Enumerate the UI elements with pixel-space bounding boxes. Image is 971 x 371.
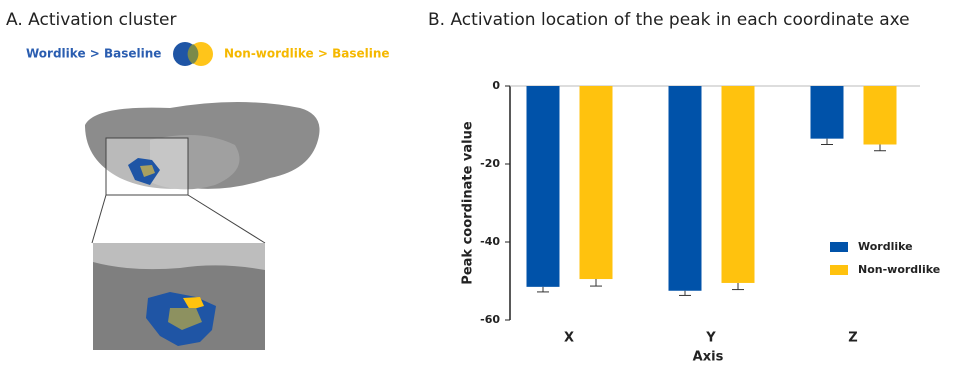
legend-label: Wordlike <box>858 240 913 253</box>
x-tick-label: Y <box>705 331 716 346</box>
y-tick-label: -60 <box>480 313 500 326</box>
bar <box>811 86 844 139</box>
legend-label: Non-wordlike <box>858 263 940 276</box>
bar <box>669 86 702 291</box>
legend-swatch <box>830 242 848 252</box>
figure: A. Activation cluster Wordlike > Baselin… <box>0 0 971 367</box>
legend-label: Non-wordlike > Baseline <box>224 47 390 61</box>
bar <box>580 86 613 279</box>
x-axis-title: Axis <box>693 350 724 365</box>
y-tick-label: -20 <box>480 157 500 170</box>
y-tick-label: -40 <box>480 235 500 248</box>
legend-label: Wordlike > Baseline <box>26 47 161 61</box>
legend-swatch <box>830 265 848 275</box>
bar <box>864 86 897 145</box>
x-tick-label: Z <box>848 331 857 346</box>
bar <box>527 86 560 287</box>
x-tick-label: X <box>564 331 574 346</box>
brain-illustration <box>85 102 320 350</box>
y-tick-label: 0 <box>492 79 500 92</box>
panel-a-title: A. Activation cluster <box>6 10 176 30</box>
y-axis-title: Peak coordinate value <box>461 121 476 285</box>
bar <box>722 86 755 283</box>
chart-title: B. Activation location of the peak in ea… <box>428 10 910 30</box>
